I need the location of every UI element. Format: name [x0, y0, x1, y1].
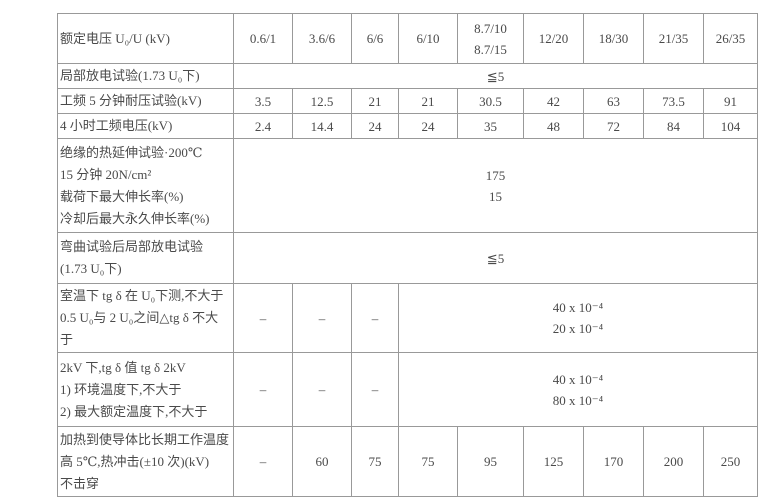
dash-cell: –	[233, 283, 293, 353]
power-freq-4h-label: 4 小时工频电压(kV)	[57, 113, 234, 139]
spec-table-container: 额定电压 U₀/U (kV) 0.6/1 3.6/6 6/6 6/10 8.7/…	[57, 13, 758, 497]
value-cell: 75	[351, 426, 399, 497]
value-cell: 30.5	[457, 88, 524, 114]
dash-cell: –	[292, 352, 352, 427]
row-bend-pd: 弯曲试验后局部放电试验 (1.73 U₀下) ≦5	[57, 232, 758, 284]
value-cell: 42	[523, 88, 584, 114]
column-header: 6/10	[398, 13, 458, 64]
value-cell: 60	[292, 426, 352, 497]
value-cell: 48	[523, 113, 584, 139]
tg-delta-room-value: 40 x 10⁻⁴ 20 x 10⁻⁴	[398, 283, 758, 353]
partial-discharge-label: 局部放电试验(1.73 U₀下)	[57, 63, 234, 89]
dash-cell: –	[351, 283, 399, 353]
value-cell: 200	[643, 426, 704, 497]
value-cell: 104	[703, 113, 758, 139]
column-header: 21/35	[643, 13, 704, 64]
value-cell: 63	[583, 88, 644, 114]
value-cell: 24	[398, 113, 458, 139]
column-header: 26/35	[703, 13, 758, 64]
column-header: 12/20	[523, 13, 584, 64]
dash-cell: –	[292, 283, 352, 353]
dash-cell: –	[233, 352, 293, 427]
row-rated-voltage: 额定电压 U₀/U (kV) 0.6/1 3.6/6 6/6 6/10 8.7/…	[57, 13, 758, 64]
tg-delta-2kv-label: 2kV 下,tg δ 值 tg δ 2kV 1) 环境温度下,不大于 2) 最大…	[57, 352, 234, 427]
value-cell: 95	[457, 426, 524, 497]
row-tg-delta-room: 室温下 tg δ 在 U₀下测,不大于 0.5 U₀与 2 U₀之间△tg δ …	[57, 283, 758, 353]
thermal-shock-label: 加热到使导体比长期工作温度 高 5℃,热冲击(±10 次)(kV) 不击穿	[57, 426, 234, 497]
dash-cell: –	[351, 352, 399, 427]
row-thermal-shock: 加热到使导体比长期工作温度 高 5℃,热冲击(±10 次)(kV) 不击穿 – …	[57, 426, 758, 497]
bend-pd-value: ≦5	[233, 232, 758, 284]
value-cell: 250	[703, 426, 758, 497]
bend-pd-label: 弯曲试验后局部放电试验 (1.73 U₀下)	[57, 232, 234, 284]
value-cell: 14.4	[292, 113, 352, 139]
column-header: 6/6	[351, 13, 399, 64]
value-cell: 84	[643, 113, 704, 139]
value-cell: 91	[703, 88, 758, 114]
row-partial-discharge: 局部放电试验(1.73 U₀下) ≦5	[57, 63, 758, 89]
column-header: 0.6/1	[233, 13, 293, 64]
value-cell: 12.5	[292, 88, 352, 114]
column-header: 8.7/10 8.7/15	[457, 13, 524, 64]
tg-delta-2kv-value: 40 x 10⁻⁴ 80 x 10⁻⁴	[398, 352, 758, 427]
value-cell: 170	[583, 426, 644, 497]
value-cell: 21	[398, 88, 458, 114]
value-cell: 72	[583, 113, 644, 139]
partial-discharge-value: ≦5	[233, 63, 758, 89]
value-cell: 24	[351, 113, 399, 139]
value-cell: –	[233, 426, 293, 497]
value-cell: 3.5	[233, 88, 293, 114]
row-hot-set: 绝缘的热延伸试验·200℃ 15 分钟 20N/cm² 载荷下最大伸长率(%) …	[57, 138, 758, 233]
row-power-freq-4h: 4 小时工频电压(kV) 2.4 14.4 24 24 35 48 72 84 …	[57, 113, 758, 139]
rated-voltage-label: 额定电压 U₀/U (kV)	[57, 13, 234, 64]
column-header: 18/30	[583, 13, 644, 64]
row-tg-delta-2kv: 2kV 下,tg δ 值 tg δ 2kV 1) 环境温度下,不大于 2) 最大…	[57, 352, 758, 427]
value-cell: 73.5	[643, 88, 704, 114]
withstand-5min-label: 工频 5 分钟耐压试验(kV)	[57, 88, 234, 114]
value-cell: 21	[351, 88, 399, 114]
column-header: 3.6/6	[292, 13, 352, 64]
tg-delta-room-label: 室温下 tg δ 在 U₀下测,不大于 0.5 U₀与 2 U₀之间△tg δ …	[57, 283, 234, 353]
value-cell: 2.4	[233, 113, 293, 139]
hot-set-value: 175 15	[233, 138, 758, 233]
spec-table: 额定电压 U₀/U (kV) 0.6/1 3.6/6 6/6 6/10 8.7/…	[57, 13, 758, 497]
value-cell: 125	[523, 426, 584, 497]
value-cell: 35	[457, 113, 524, 139]
row-withstand-5min: 工频 5 分钟耐压试验(kV) 3.5 12.5 21 21 30.5 42 6…	[57, 88, 758, 114]
value-cell: 75	[398, 426, 458, 497]
hot-set-label: 绝缘的热延伸试验·200℃ 15 分钟 20N/cm² 载荷下最大伸长率(%) …	[57, 138, 234, 233]
